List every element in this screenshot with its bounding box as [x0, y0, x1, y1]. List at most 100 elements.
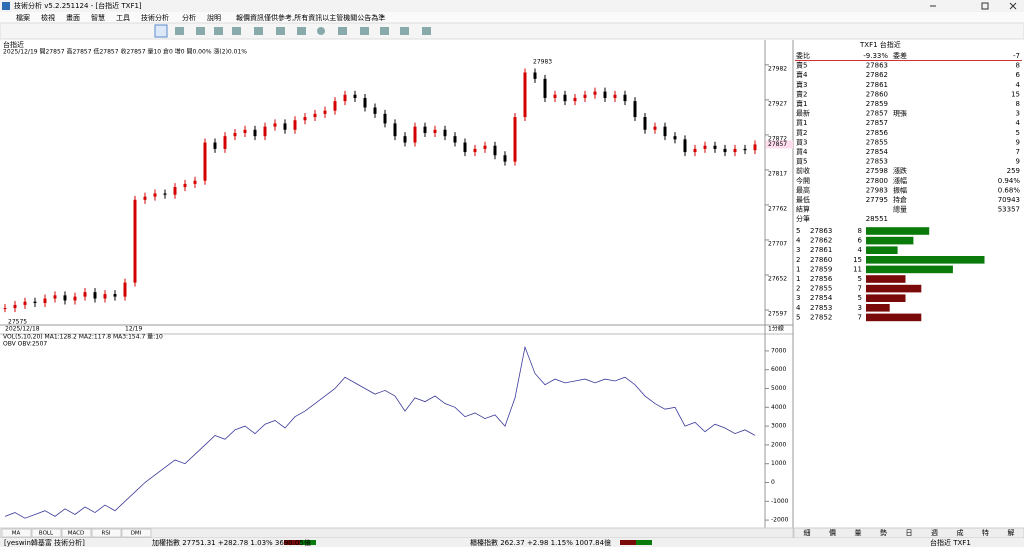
- depth-level: 4: [796, 237, 801, 245]
- chart-symbol: 台指近: [3, 40, 24, 49]
- candle-body: [533, 72, 537, 79]
- quote-qty: 4: [1016, 119, 1021, 127]
- candle-body: [153, 193, 157, 197]
- quote-label2: 現張: [893, 110, 907, 118]
- indicator-tab[interactable]: [91, 528, 122, 538]
- y-tick-label: 27707: [768, 240, 787, 247]
- depth-bar: [866, 304, 890, 312]
- indicator-tab-label[interactable]: DMI: [131, 531, 142, 537]
- indicator-tab[interactable]: [61, 528, 92, 538]
- tool-channel[interactable]: [232, 27, 241, 35]
- depth-qty: 15: [853, 256, 862, 264]
- panel-tab[interactable]: 量: [855, 529, 862, 537]
- candle-body: [443, 129, 447, 137]
- quote-price: 27860: [866, 90, 888, 98]
- menu-item[interactable]: 智慧: [91, 13, 105, 22]
- candle-body: [233, 132, 237, 137]
- quote-price: 27853: [866, 158, 888, 166]
- panel-tab[interactable]: 日: [906, 529, 913, 537]
- menu-item[interactable]: 技術分析: [141, 13, 169, 22]
- y-tick-label: -1000: [771, 498, 789, 505]
- indicator-tab-label[interactable]: MACD: [68, 531, 85, 537]
- quote-label: 最低: [796, 195, 810, 204]
- panel-tab[interactable]: 成: [957, 528, 964, 537]
- quote-label: 賣1: [796, 99, 807, 108]
- tool-copy[interactable]: [380, 27, 389, 35]
- menu-item[interactable]: 分析: [182, 13, 196, 22]
- panel-tab[interactable]: 勢: [880, 528, 887, 537]
- vol-info: VOL(5,10,20) MA1:128.2 MA2:117.8 MA3:154…: [3, 334, 163, 341]
- quote-qty: 8: [1016, 62, 1020, 70]
- indicator-tab-label[interactable]: RSI: [102, 531, 111, 537]
- high-label: 27983: [533, 59, 552, 66]
- indicator-tab-label[interactable]: BOLL: [39, 531, 54, 537]
- candle-body: [373, 107, 377, 114]
- tool-rect[interactable]: [297, 27, 306, 35]
- quote-price: 27857: [866, 119, 888, 127]
- low-label: 27575: [8, 319, 27, 326]
- panel-tab[interactable]: 週: [931, 528, 938, 537]
- tool-circle[interactable]: [317, 27, 325, 35]
- tool-paste[interactable]: [400, 27, 409, 35]
- tool-cursor[interactable]: [154, 24, 168, 38]
- y-tick-label: 27817: [768, 170, 787, 177]
- depth-bar: [866, 246, 898, 254]
- quote-qty: 70943: [998, 196, 1020, 204]
- candle-body: [583, 94, 587, 98]
- tool-fib[interactable]: [254, 27, 263, 35]
- candle-body: [403, 136, 407, 143]
- tool-erase[interactable]: [360, 27, 369, 35]
- quote-label: 買3: [796, 138, 807, 146]
- maximize-button[interactable]: [981, 2, 989, 10]
- indicator-tab[interactable]: [1, 528, 32, 538]
- tool-text[interactable]: [338, 27, 347, 35]
- tool-ray[interactable]: [196, 27, 205, 35]
- panel-tab[interactable]: 價: [829, 528, 836, 537]
- candle-body: [273, 123, 277, 127]
- close-button[interactable]: [1009, 2, 1017, 10]
- menu-item[interactable]: 說明: [207, 13, 221, 22]
- status-app: [yeswin韓基富 技術分析]: [4, 538, 85, 547]
- panel-tab[interactable]: 細: [804, 528, 811, 537]
- menu-item[interactable]: 檔案: [16, 13, 30, 22]
- quote-price: 27598: [866, 167, 888, 175]
- candle-body: [33, 301, 37, 303]
- depth-bar: [866, 265, 953, 274]
- menu-item[interactable]: 工具: [116, 14, 130, 22]
- candle-body: [113, 294, 117, 297]
- y-tick-label: 27652: [768, 275, 787, 282]
- candle-body: [503, 155, 507, 162]
- depth-level: 2: [796, 285, 800, 293]
- menu-item[interactable]: 畫面: [66, 13, 80, 22]
- tool-save[interactable]: [422, 27, 431, 35]
- tool-line[interactable]: [175, 27, 184, 35]
- candle-body: [433, 129, 437, 133]
- indicator-tab-label[interactable]: MA: [12, 531, 21, 537]
- candle-body: [653, 126, 657, 130]
- menu-item[interactable]: 檢視: [41, 13, 55, 22]
- candle-body: [293, 120, 297, 130]
- candle-body: [23, 301, 27, 305]
- indicator-tab[interactable]: [121, 528, 152, 538]
- depth-bar: [866, 284, 922, 293]
- depth-level: 4: [796, 304, 801, 312]
- tool-hline[interactable]: [214, 27, 223, 35]
- depth-qty: 7: [858, 313, 862, 321]
- quote-label2: 漲跌: [893, 166, 907, 175]
- depth-level: 1: [796, 265, 800, 273]
- candle-body: [683, 139, 687, 153]
- panel-tab[interactable]: 解: [1008, 528, 1015, 537]
- indicator-tab[interactable]: [31, 528, 62, 538]
- status-bar-chart: [300, 540, 316, 545]
- candle-body: [673, 136, 677, 140]
- depth-price: 27862: [810, 237, 832, 245]
- depth-price: 27853: [810, 304, 832, 312]
- quote-qty: 9: [1016, 138, 1020, 146]
- depth-qty: 3: [858, 304, 862, 312]
- tool-arrow[interactable]: [276, 27, 285, 35]
- quote-label: 買1: [796, 119, 807, 127]
- quote-qty: 259: [1007, 167, 1020, 175]
- panel-tab[interactable]: 特: [982, 528, 989, 537]
- toolbar: [0, 22, 1024, 40]
- candle-body: [13, 304, 17, 309]
